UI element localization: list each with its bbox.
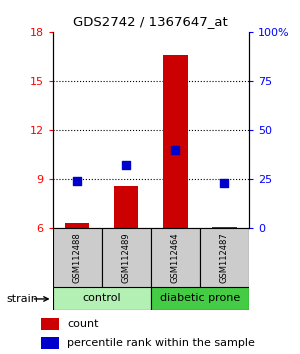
Point [75, 178, 80, 184]
Bar [200, 228, 249, 287]
Text: strain: strain [6, 294, 38, 304]
Bar [52, 287, 151, 310]
Text: GSM112489: GSM112489 [122, 232, 131, 283]
Bar [114, 186, 139, 228]
Bar [212, 227, 237, 228]
Text: GSM112488: GSM112488 [73, 232, 82, 283]
Point [124, 162, 129, 168]
Text: percentile rank within the sample: percentile rank within the sample [67, 338, 255, 348]
Bar [65, 223, 89, 228]
Point [222, 180, 227, 186]
Bar [40, 337, 59, 349]
Bar [40, 318, 59, 330]
Text: count: count [67, 319, 98, 329]
Text: control: control [82, 293, 121, 303]
Bar [151, 228, 200, 287]
Bar [102, 228, 151, 287]
Text: GSM112464: GSM112464 [171, 232, 180, 283]
Bar [151, 287, 249, 310]
Text: diabetic prone: diabetic prone [160, 293, 240, 303]
Point [173, 147, 178, 153]
Bar [163, 55, 188, 228]
Text: GDS2742 / 1367647_at: GDS2742 / 1367647_at [73, 15, 227, 28]
Bar [52, 228, 102, 287]
Text: GSM112487: GSM112487 [220, 232, 229, 283]
